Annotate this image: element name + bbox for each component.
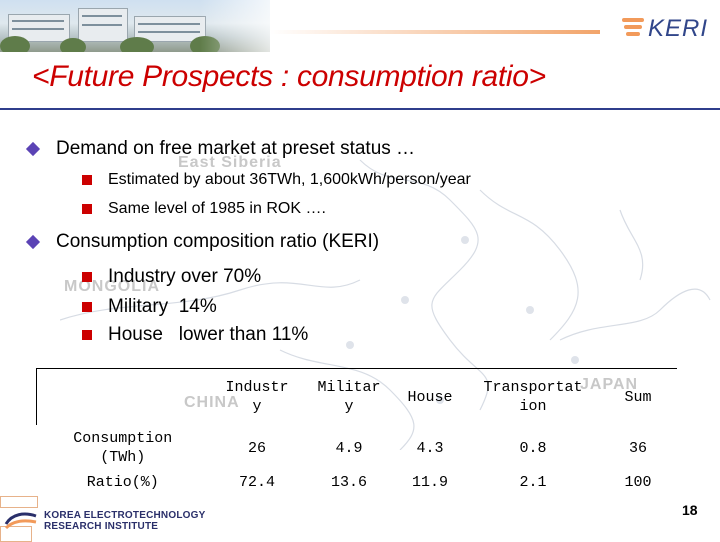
square-bullet-icon xyxy=(82,330,92,340)
map-label-mongolia: MONGOLIA xyxy=(64,278,160,295)
table-row-label-ratio: Ratio(%) xyxy=(86,474,159,491)
table-row: Consumption (TWh) 26 4.9 4.3 0.8 36 xyxy=(37,425,678,471)
footer-institute-name: KOREA ELECTROTECHNOLOGY RESEARCH INSTITU… xyxy=(44,510,205,532)
sub-bullet-industry-text: Industry over 70% xyxy=(108,266,262,287)
bullet-composition-text: Consumption composition ratio (KERI) xyxy=(56,231,380,252)
square-bullet-icon xyxy=(82,204,92,214)
diamond-bullet-icon xyxy=(25,141,41,157)
consumption-table-grid: Industr y Militar y House Transportat io… xyxy=(36,368,677,511)
table-cell: 36 xyxy=(628,439,647,457)
sub-bullet-house-text: House lower than 11% xyxy=(108,324,309,345)
sub-bullet-same-level: Same level of 1985 in ROK …. xyxy=(82,200,326,218)
table-cell: 0.8 xyxy=(519,439,547,457)
square-bullet-icon xyxy=(82,302,92,312)
bullet-demand: Demand on free market at preset status … xyxy=(25,138,416,160)
table-header-military: Militar y xyxy=(305,368,393,425)
sub-bullet-industry: Industry over 70% xyxy=(82,266,261,288)
sub-bullet-house: House lower than 11% xyxy=(82,324,308,346)
sub-bullet-estimate-text: Estimated by about 36TWh, 1,600kWh/perso… xyxy=(108,171,471,188)
title-divider xyxy=(0,108,720,110)
table-cell: 4.3 xyxy=(416,439,444,457)
table-header-house: House xyxy=(393,368,467,425)
map-outline-graphic xyxy=(59,159,711,451)
table-header-empty xyxy=(36,368,209,425)
sub-bullet-military: Military 14% xyxy=(82,296,217,318)
table-cell: 26 xyxy=(247,439,266,457)
table-cell: 13.6 xyxy=(330,474,367,491)
header-accent-bar xyxy=(270,30,600,34)
slide-title: <Future Prospects : consumption ratio> xyxy=(32,60,546,93)
footer-deco-box xyxy=(0,496,38,508)
table-row-label-consumption: Consumption (TWh) xyxy=(73,430,173,466)
sub-bullet-same-level-text: Same level of 1985 in ROK …. xyxy=(108,200,326,217)
table-cell: 4.9 xyxy=(335,439,363,457)
keri-emblem-icon xyxy=(4,512,37,530)
diamond-bullet-icon xyxy=(25,234,41,250)
square-bullet-icon xyxy=(82,272,92,282)
map-label-east-siberia: East Siberia xyxy=(178,154,282,171)
footer-institute-logo: KOREA ELECTROTECHNOLOGY RESEARCH INSTITU… xyxy=(0,500,205,540)
bullet-composition: Consumption composition ratio (KERI) xyxy=(25,231,380,253)
keri-logo-text: KERI xyxy=(648,15,709,42)
page-number: 18 xyxy=(682,502,698,518)
table-cell: 11.9 xyxy=(411,474,448,491)
bullet-demand-text: Demand on free market at preset status … xyxy=(56,138,416,159)
consumption-table: Industr y Militar y House Transportat io… xyxy=(36,368,677,511)
header-photo-fade xyxy=(200,0,310,52)
table-cell: 100 xyxy=(624,474,652,491)
table-cell: 2.1 xyxy=(519,474,547,491)
table-header-industry: Industr y xyxy=(209,368,305,425)
table-row: Ratio(%) 72.4 13.6 11.9 2.1 100 xyxy=(37,471,678,511)
table-header-row: Industr y Militar y House Transportat io… xyxy=(36,368,677,425)
sub-bullet-military-text: Military 14% xyxy=(108,296,217,317)
footer-org-line2: RESEARCH INSTITUTE xyxy=(44,521,159,532)
table-header-transportation: Transportat ion xyxy=(467,368,599,425)
keri-logo: KERI xyxy=(622,10,718,46)
table-cell: 72.4 xyxy=(238,474,275,491)
table-header-sum: Sum xyxy=(599,368,677,425)
square-bullet-icon xyxy=(82,175,92,185)
sub-bullet-estimate: Estimated by about 36TWh, 1,600kWh/perso… xyxy=(82,171,471,189)
footer-org-line1: KOREA ELECTROTECHNOLOGY xyxy=(44,510,206,521)
